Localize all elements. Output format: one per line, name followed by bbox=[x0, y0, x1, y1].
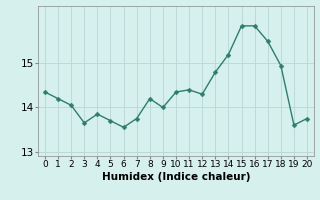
X-axis label: Humidex (Indice chaleur): Humidex (Indice chaleur) bbox=[102, 172, 250, 182]
